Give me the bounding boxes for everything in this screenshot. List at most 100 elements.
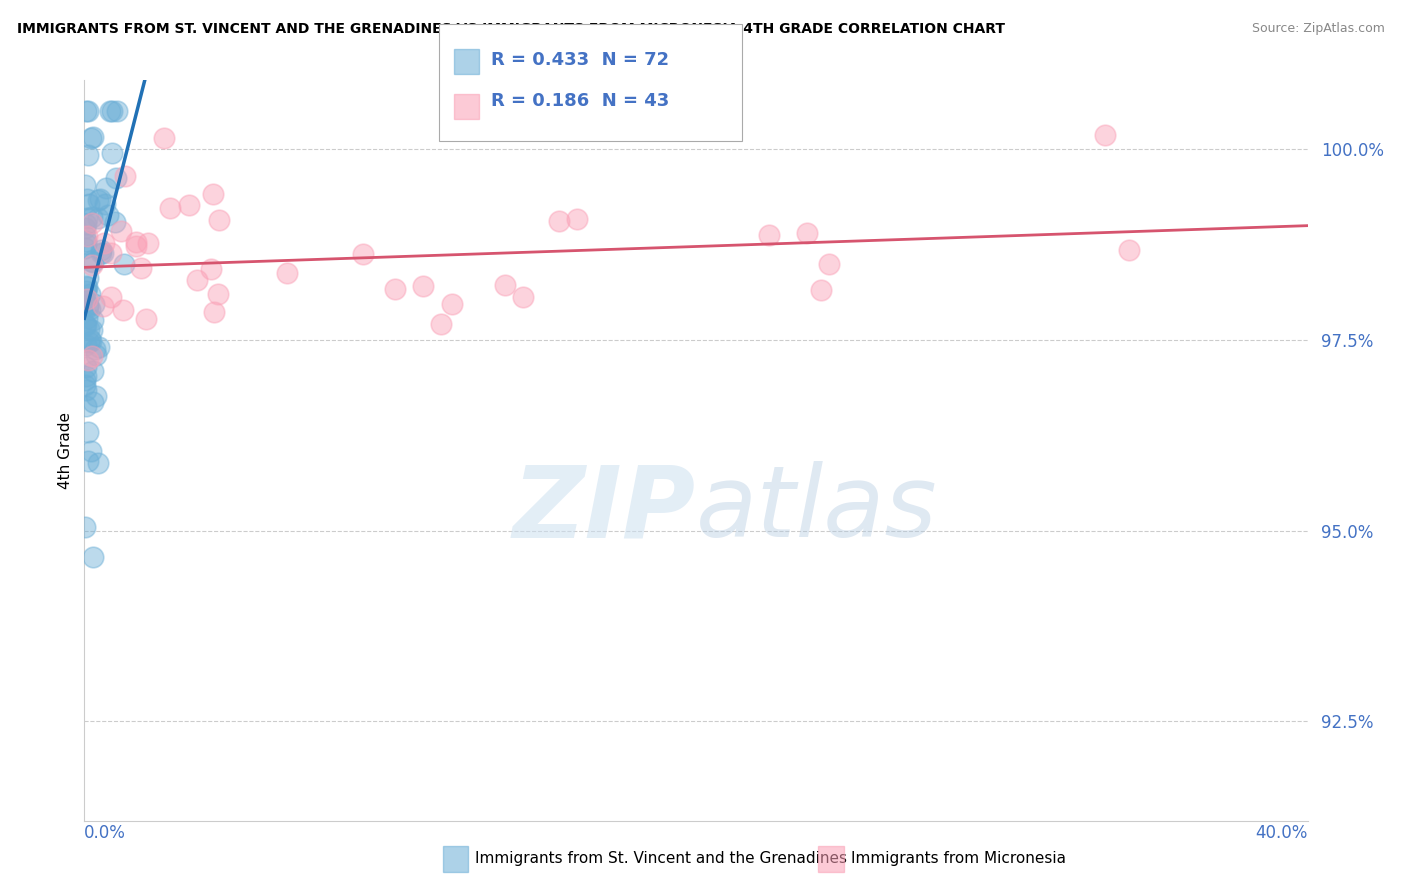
Point	[96, 181, 118, 195]
Point	[136, 236, 159, 251]
Point	[75, 284, 97, 298]
Point	[89, 340, 111, 354]
Point	[83, 297, 105, 311]
Point	[76, 301, 98, 315]
Point	[186, 273, 208, 287]
Point	[76, 454, 98, 468]
Point	[77, 352, 100, 367]
Point	[86, 348, 108, 362]
Point	[77, 334, 100, 349]
Text: R = 0.433  N = 72: R = 0.433 N = 72	[491, 51, 669, 69]
Point	[76, 298, 98, 312]
Point	[82, 313, 104, 327]
Point	[97, 208, 120, 222]
Point	[75, 178, 97, 192]
Point	[80, 216, 103, 230]
Point	[87, 193, 110, 207]
Point	[384, 282, 406, 296]
Point	[73, 228, 96, 243]
Point	[76, 279, 98, 293]
Point	[75, 338, 97, 352]
Text: atlas: atlas	[696, 461, 938, 558]
Point	[112, 257, 135, 271]
Point	[82, 258, 104, 272]
Point	[100, 245, 122, 260]
Point	[75, 383, 97, 397]
Point	[494, 278, 516, 293]
Point	[80, 334, 103, 348]
Point	[79, 286, 101, 301]
Point	[159, 201, 181, 215]
Point	[76, 148, 98, 162]
Point	[111, 303, 134, 318]
Point	[82, 364, 104, 378]
Point	[105, 170, 128, 185]
Point	[796, 226, 818, 240]
Text: 0.0%: 0.0%	[84, 824, 127, 842]
Text: 40.0%: 40.0%	[1256, 824, 1308, 842]
Point	[565, 211, 588, 226]
Point	[202, 305, 225, 319]
Point	[93, 236, 115, 251]
Text: Source: ZipAtlas.com: Source: ZipAtlas.com	[1251, 22, 1385, 36]
Point	[1094, 128, 1116, 143]
Point	[179, 198, 201, 212]
Point	[82, 129, 104, 144]
Point	[75, 237, 97, 252]
Point	[76, 292, 98, 306]
Point	[98, 103, 121, 118]
Point	[79, 443, 101, 458]
Point	[76, 192, 98, 206]
Point	[80, 131, 103, 145]
Point	[352, 247, 374, 261]
Point	[80, 323, 103, 337]
Point	[75, 520, 97, 534]
Point	[818, 257, 841, 271]
Point	[73, 373, 96, 387]
Point	[200, 262, 222, 277]
Point	[512, 290, 534, 304]
Point	[77, 103, 100, 118]
Point	[100, 145, 122, 160]
Point	[1118, 243, 1140, 257]
Point	[80, 350, 103, 364]
Point	[82, 395, 104, 409]
Point	[201, 186, 224, 201]
Point	[90, 245, 112, 260]
Point	[76, 311, 98, 326]
Point	[412, 279, 434, 293]
Point	[124, 235, 146, 249]
Point	[129, 260, 152, 275]
Point	[207, 286, 229, 301]
Point	[73, 294, 96, 309]
Point	[73, 318, 96, 332]
Point	[84, 389, 107, 403]
Point	[75, 318, 97, 333]
Point	[76, 211, 98, 225]
Point	[100, 290, 122, 304]
Point	[75, 218, 97, 232]
Point	[73, 377, 96, 392]
Text: ZIP: ZIP	[513, 461, 696, 558]
Point	[547, 213, 569, 227]
Point	[79, 302, 101, 317]
Point	[80, 210, 103, 224]
Point	[94, 197, 117, 211]
Y-axis label: 4th Grade: 4th Grade	[58, 412, 73, 489]
Point	[79, 332, 101, 346]
Point	[208, 212, 231, 227]
Point	[75, 368, 97, 383]
Point	[84, 342, 107, 356]
Point	[105, 103, 128, 118]
Point	[91, 299, 114, 313]
Point	[82, 549, 104, 564]
Point	[104, 214, 127, 228]
Point	[135, 312, 157, 326]
Point	[91, 246, 114, 260]
Text: IMMIGRANTS FROM ST. VINCENT AND THE GRENADINES VS IMMIGRANTS FROM MICRONESIA 4TH: IMMIGRANTS FROM ST. VINCENT AND THE GREN…	[17, 22, 1005, 37]
Point	[75, 399, 97, 413]
Point	[152, 131, 174, 145]
Point	[276, 266, 298, 280]
Point	[89, 192, 111, 206]
Point	[125, 239, 148, 253]
